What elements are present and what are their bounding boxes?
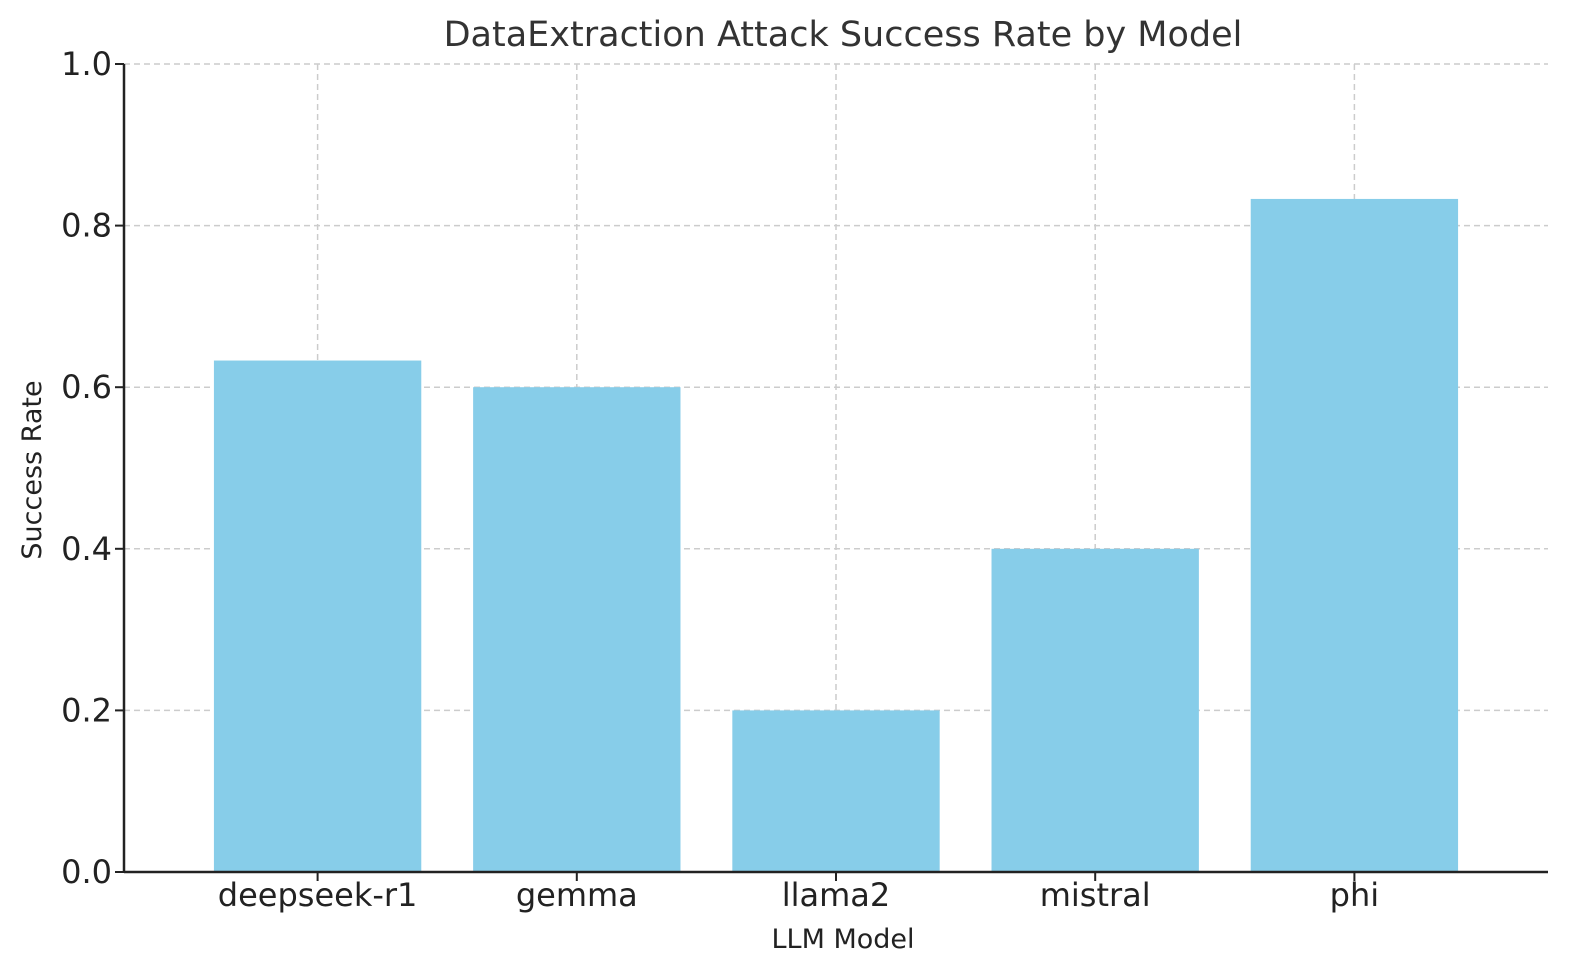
tick-labels: 0.0 0.2 0.4 0.6 0.8 1.0 deepseek-r1 gemma llama2… [61,45,1379,914]
bar-llama2 [732,710,940,872]
y-tick-label: 0.0 [61,853,112,891]
bars [213,198,1459,872]
y-tick-label: 0.2 [61,691,112,729]
y-axis-label: Success Rate [17,380,48,559]
bar-phi [1250,198,1459,872]
y-tick-label: 1.0 [61,45,112,83]
bar-gemma [473,387,681,872]
y-tick-label: 0.8 [61,207,112,245]
bar-deepseek-r1 [213,360,422,872]
bar-mistral [991,548,1199,872]
x-axis-label: LLM Model [771,924,914,955]
x-tick-label: mistral [1040,876,1151,914]
x-tick-label: phi [1330,876,1379,914]
y-tick-label: 0.4 [61,530,112,568]
x-tick-label: gemma [516,876,638,914]
y-tick-label: 0.6 [61,368,112,406]
chart-title: DataExtraction Attack Success Rate by Mo… [444,15,1243,55]
x-tick-label: llama2 [782,876,891,914]
axes [115,63,1548,881]
x-tick-label: deepseek-r1 [218,876,418,914]
